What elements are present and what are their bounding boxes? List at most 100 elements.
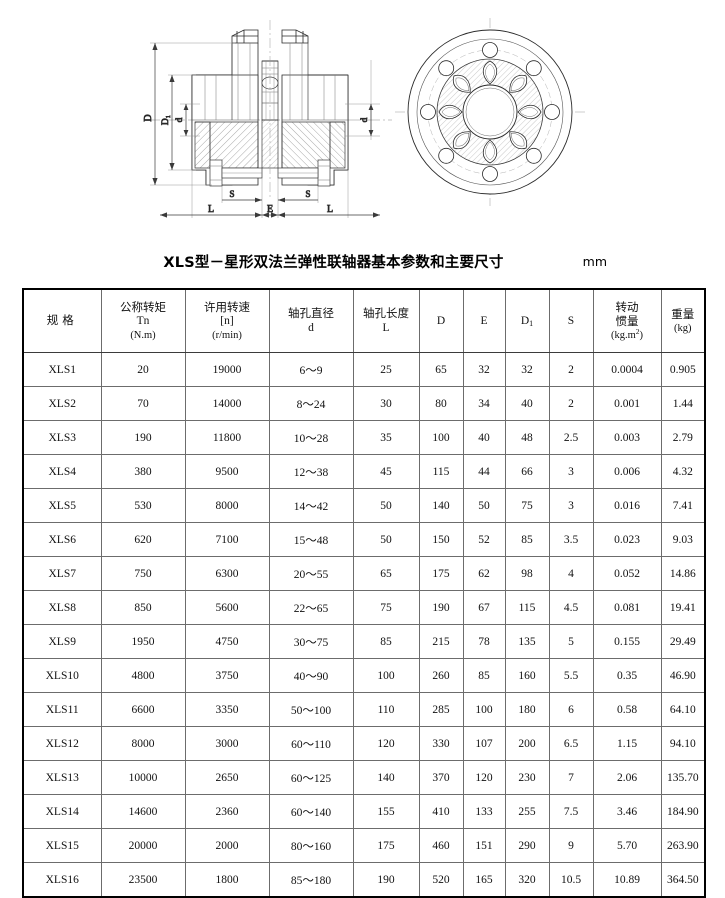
cell-model: XLS2 — [22, 386, 102, 421]
table-cell: 160 — [504, 658, 550, 693]
cell-model: XLS1 — [22, 352, 102, 387]
cell-model: XLS13 — [22, 760, 102, 795]
table-cell: 50～100 — [268, 692, 354, 727]
table-cell: 2360 — [184, 794, 270, 829]
table-cell: 100 — [462, 692, 506, 727]
table-cell: 25 — [352, 352, 420, 387]
table-cell: 151 — [462, 828, 506, 863]
table-cell: 155 — [352, 794, 420, 829]
cell-model: XLS9 — [22, 624, 102, 659]
table-cell: 530 — [100, 488, 186, 523]
col-header-bore-length: 轴孔长度 L — [352, 288, 420, 353]
table-cell: 65 — [352, 556, 420, 591]
col-header-weight-cn: 重量 — [671, 306, 695, 321]
bolt-holes — [420, 42, 560, 182]
col-header-allowable-speed-sym: [n] — [220, 315, 234, 328]
table-cell: 32 — [462, 352, 506, 387]
table-cell: 48 — [504, 420, 550, 455]
cell-model: XLS7 — [22, 556, 102, 591]
col-header-nominal-torque-unit: (N.m) — [130, 330, 156, 341]
cell-model: XLS8 — [22, 590, 102, 625]
table-cell: 46.90 — [660, 658, 706, 693]
table-cell: 14000 — [184, 386, 270, 421]
table-cell: 98 — [504, 556, 550, 591]
table-cell: 370 — [418, 760, 464, 795]
table-cell: 2 — [548, 352, 594, 387]
col-header-nominal-torque: 公称转矩 Tn (N.m) — [100, 288, 186, 353]
dim-d-left: d — [175, 104, 189, 136]
table-cell: 285 — [418, 692, 464, 727]
table-cell: 22～65 — [268, 590, 354, 625]
table-cell: 100 — [352, 658, 420, 693]
table-cell: 410 — [418, 794, 464, 829]
table-cell: 0.155 — [592, 624, 662, 659]
unit-label: mm — [582, 254, 607, 269]
table-cell: 215 — [418, 624, 464, 659]
table-cell: 75 — [352, 590, 420, 625]
datasheet-page: D D₁ d — [22, 18, 706, 898]
col-header-size-cn: 规格 — [46, 313, 78, 328]
table-cell: 0.081 — [592, 590, 662, 625]
table-cell: 200 — [504, 726, 550, 761]
table-cell: 2.5 — [548, 420, 594, 455]
table-cell: 230 — [504, 760, 550, 795]
table-cell: 94.10 — [660, 726, 706, 761]
dim-D: D — [143, 43, 158, 185]
table-cell: 8～24 — [268, 386, 354, 421]
table-row: XLS10 4800 3750 40～90 100 260 85 160 5.5 0.35 46.9… — [22, 658, 706, 693]
table-cell: 60～140 — [268, 794, 354, 829]
table-cell: 12～38 — [268, 454, 354, 489]
col-header-inertia: 转动 惯量 (kg.m2) — [592, 288, 662, 353]
table-cell: 0.001 — [592, 386, 662, 421]
table-cell: 190 — [100, 420, 186, 455]
table-cell: 0.905 — [660, 352, 706, 387]
svg-text:L: L — [208, 204, 214, 215]
spec-table: 规格 公称转矩 Tn (N.m) 许用转速 [n] (r/min) 轴孔直径 — [22, 288, 706, 898]
table-cell: 0.016 — [592, 488, 662, 523]
svg-text:S: S — [229, 189, 234, 199]
col-header-D1: D1 — [504, 288, 550, 353]
table-cell: 6600 — [100, 692, 186, 727]
table-cell: 380 — [100, 454, 186, 489]
table-cell: 62 — [462, 556, 506, 591]
table-cell: 133 — [462, 794, 506, 829]
table-cell: 4 — [548, 556, 594, 591]
table-cell: 135 — [504, 624, 550, 659]
col-header-weight-unit: (kg) — [674, 322, 692, 334]
table-cell: 2650 — [184, 760, 270, 795]
table-cell: 0.0004 — [592, 352, 662, 387]
col-header-bore-diameter-sym: d — [308, 322, 314, 334]
table-cell: 2 — [548, 386, 594, 421]
table-cell: 20 — [100, 352, 186, 387]
table-cell: 0.006 — [592, 454, 662, 489]
table-cell: 30 — [352, 386, 420, 421]
page-title: XLS型－星形双法兰弹性联轴器基本参数和主要尺寸 — [163, 255, 504, 271]
table-row: XLS12 8000 3000 60～110 120 330 107 200 6.5 1.15 94… — [22, 726, 706, 761]
table-cell: 34 — [462, 386, 506, 421]
table-cell: 35 — [352, 420, 420, 455]
table-cell: 67 — [462, 590, 506, 625]
table-cell: 44 — [462, 454, 506, 489]
table-cell: 620 — [100, 522, 186, 557]
header-row: 规格 公称转矩 Tn (N.m) 许用转速 [n] (r/min) 轴孔直径 — [22, 288, 706, 353]
coupling-drawing-svg: D D₁ d — [143, 18, 585, 218]
table-cell: 850 — [100, 590, 186, 625]
table-cell: 7.41 — [660, 488, 706, 523]
table-cell: 60～110 — [268, 726, 354, 761]
table-cell: 1950 — [100, 624, 186, 659]
table-cell: 190 — [418, 590, 464, 625]
col-header-S: S — [548, 288, 594, 353]
cell-model: XLS11 — [22, 692, 102, 727]
table-cell: 6 — [548, 692, 594, 727]
cell-model: XLS6 — [22, 522, 102, 557]
svg-text:E: E — [267, 204, 273, 215]
table-cell: 120 — [462, 760, 506, 795]
table-cell: 1.15 — [592, 726, 662, 761]
table-cell: 3350 — [184, 692, 270, 727]
table-cell: 175 — [352, 828, 420, 863]
table-body: XLS1 20 19000 6～9 25 65 32 32 2 0.0004 0.905 XLS2 70… — [22, 352, 706, 898]
table-cell: 80 — [418, 386, 464, 421]
table-cell: 3000 — [184, 726, 270, 761]
col-header-D: D — [418, 288, 464, 353]
table-cell: 460 — [418, 828, 464, 863]
